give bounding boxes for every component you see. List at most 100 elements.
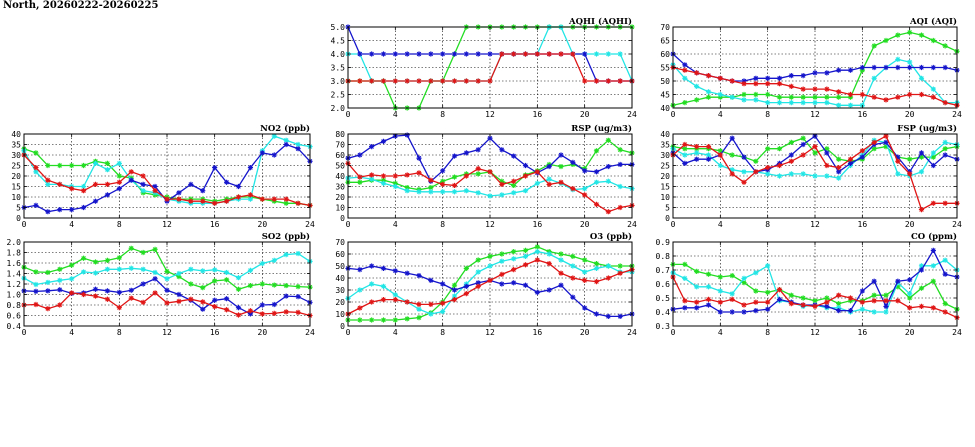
o3-series-blue-point bbox=[475, 280, 481, 286]
fsp-series-red-point bbox=[729, 171, 735, 177]
aqhi-series-red-point bbox=[570, 51, 576, 57]
co-series-blue-point bbox=[836, 308, 842, 314]
fsp-series-green-point bbox=[907, 156, 913, 162]
co-series-green-point bbox=[682, 261, 688, 267]
co-series-red-point bbox=[918, 303, 925, 309]
rsp-series-red-point bbox=[392, 173, 398, 179]
o3-series-green-point bbox=[416, 315, 422, 321]
aqi-series-green-point bbox=[788, 94, 794, 100]
aqhi-xtick-label: 16 bbox=[533, 110, 543, 119]
aqhi-ytick-label: 3.5 bbox=[331, 64, 346, 73]
aqi-series-red-point bbox=[836, 89, 842, 95]
rsp-series-red-point bbox=[582, 192, 588, 198]
co-series-cyan-point bbox=[836, 305, 842, 311]
o3-series-blue-point bbox=[546, 287, 552, 293]
so2-series-blue-point bbox=[57, 287, 63, 293]
no2-series-red-point bbox=[92, 181, 99, 187]
fsp-xtick-label: 8 bbox=[765, 220, 770, 229]
fsp-series-red-point bbox=[895, 158, 901, 164]
so2-ytick-label: 1.6 bbox=[7, 259, 22, 268]
aqi-ytick-label: 50 bbox=[660, 77, 670, 86]
co-series-blue-point bbox=[847, 308, 854, 314]
rsp-ytick-label: 30 bbox=[335, 183, 345, 192]
fsp-series-cyan-point bbox=[694, 150, 700, 156]
rsp-series-green-point bbox=[440, 178, 446, 184]
so2-series-green-point bbox=[176, 274, 182, 280]
rsp-series-green-line bbox=[348, 139, 633, 191]
aqi-series-cyan-point bbox=[776, 100, 783, 106]
co-series-cyan-point bbox=[705, 284, 712, 290]
aqi-series-cyan-point bbox=[930, 86, 936, 92]
aqi-series-cyan-point bbox=[741, 97, 747, 103]
so2-series-green-point bbox=[140, 249, 146, 256]
rsp-series-blue-point bbox=[404, 132, 410, 138]
fsp-series-blue-point bbox=[847, 160, 854, 166]
o3-series-red-point bbox=[380, 297, 387, 303]
co-series-blue-point bbox=[907, 277, 913, 283]
co-series-green-point bbox=[942, 301, 948, 307]
rsp-ytick-label: 10 bbox=[335, 204, 345, 213]
fsp-series-blue-point bbox=[859, 154, 865, 160]
rsp-series-cyan-point bbox=[392, 183, 398, 190]
aqi-series-blue-point bbox=[812, 70, 818, 76]
co-series-cyan-point bbox=[753, 270, 759, 276]
fsp-series-cyan-point bbox=[800, 171, 806, 177]
fsp-series-cyan-point bbox=[776, 173, 783, 179]
so2-series-green-point bbox=[223, 277, 230, 283]
so2-series-green-point bbox=[69, 262, 75, 268]
so2-series-red-point bbox=[57, 302, 63, 308]
fsp-series-red-point bbox=[859, 148, 865, 154]
so2-xtick-label: 16 bbox=[210, 328, 220, 337]
fsp-series-green-point bbox=[871, 146, 877, 152]
so2-series-cyan-point bbox=[271, 257, 277, 263]
aqi-series-red-point bbox=[788, 83, 794, 89]
fsp-series-green-point bbox=[729, 152, 735, 158]
no2-xtick-label: 12 bbox=[162, 220, 172, 229]
o3-series-cyan-point bbox=[511, 256, 517, 262]
rsp-series-red-point bbox=[593, 201, 600, 207]
aqi-series-cyan-point bbox=[871, 75, 877, 81]
so2-series-green-point bbox=[295, 284, 301, 290]
no2-series-green-point bbox=[57, 162, 63, 169]
so2-series-red-point bbox=[271, 310, 277, 316]
fsp-series-cyan-point bbox=[930, 150, 936, 156]
o3-series-green-point bbox=[499, 251, 505, 257]
no2-ytick-label: 5 bbox=[16, 204, 21, 213]
o3-series-red-point bbox=[475, 283, 481, 289]
rsp-series-red-point bbox=[404, 172, 410, 178]
aqi-series-blue-point bbox=[930, 64, 936, 71]
so2-xtick-label: 12 bbox=[162, 328, 172, 337]
no2-ytick-label: 0 bbox=[16, 214, 21, 223]
fsp-series-green-point bbox=[753, 158, 759, 164]
o3-series-blue-point bbox=[522, 282, 529, 288]
rsp-series-blue-point bbox=[522, 162, 529, 169]
no2-series-cyan-point bbox=[247, 196, 254, 202]
co-ytick-label: 0.7 bbox=[656, 266, 671, 275]
rsp-ytick-label: 80 bbox=[335, 130, 345, 139]
co-series-green-point bbox=[871, 292, 877, 298]
co-series-cyan-point bbox=[859, 306, 865, 312]
so2-series-green-point bbox=[200, 285, 206, 291]
co-series-blue-point bbox=[895, 278, 901, 284]
rsp-xtick-label: 20 bbox=[580, 220, 590, 229]
co-series-red-point bbox=[788, 301, 794, 307]
fsp-series-red-point bbox=[907, 171, 913, 177]
co-xtick-label: 8 bbox=[765, 328, 770, 337]
aqi-series-cyan-point bbox=[753, 97, 759, 103]
aqi-series-cyan-point bbox=[682, 75, 688, 81]
aqi-series-blue-point bbox=[753, 75, 759, 81]
o3-series-green-point bbox=[357, 317, 363, 323]
co-xtick-label: 20 bbox=[905, 328, 915, 337]
co-series-cyan-point bbox=[729, 291, 735, 297]
aqhi-series-red-point bbox=[511, 51, 517, 57]
so2-series-red-point bbox=[80, 291, 87, 298]
aqi-series-cyan-point bbox=[694, 83, 700, 89]
rsp-series-blue-point bbox=[546, 163, 552, 170]
aqhi-series-red-point bbox=[605, 78, 611, 84]
aqi-series-red-point bbox=[895, 94, 901, 100]
o3-series-green-point bbox=[617, 263, 623, 269]
o3-series-red-point bbox=[522, 262, 529, 268]
fsp-series-red-point bbox=[705, 144, 712, 150]
aqhi-series-cyan-point bbox=[605, 51, 611, 57]
